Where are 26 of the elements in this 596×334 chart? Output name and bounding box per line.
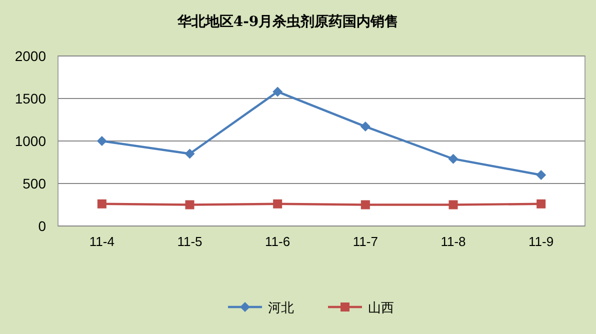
point [272,86,283,97]
point [448,200,458,210]
y-tick-label: 500 [22,176,46,192]
x-tick-label: 11-5 [177,234,202,249]
x-tick-label: 11-7 [352,234,378,249]
point [536,170,546,180]
y-tick-label: 1000 [14,133,46,149]
y-tick-label: 1500 [14,90,46,106]
point [96,136,107,146]
x-tick-label: 11-4 [89,234,114,249]
x-tick-label: 11-9 [528,234,554,249]
legend-label: 河北 [268,301,294,316]
point [536,199,546,208]
y-tick-label: 2000 [14,48,46,64]
chart-title: 华北地区4-9月杀虫剂原药国内销售 [176,13,399,30]
point [360,122,370,132]
point [273,199,282,208]
x-tick-label: 11-8 [440,234,466,249]
point [184,148,195,159]
y-tick-label: 0 [38,218,46,234]
point [97,199,106,208]
legend-label: 山西 [368,301,394,316]
point [360,200,370,210]
point [448,154,458,164]
x-tick-label: 11-6 [265,234,290,249]
point [185,200,194,210]
